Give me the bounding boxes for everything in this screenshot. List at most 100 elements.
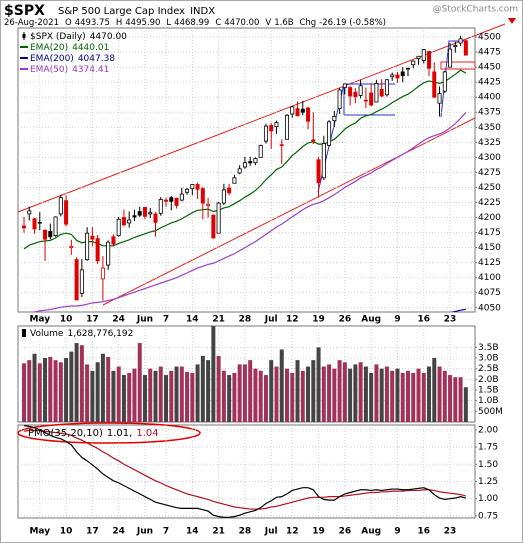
bar xyxy=(363,366,368,422)
x-tick-label: 28 xyxy=(239,527,252,537)
bar xyxy=(374,364,379,422)
red-annotation xyxy=(440,61,476,70)
bar xyxy=(258,370,263,422)
candle-body xyxy=(306,107,311,122)
candle-body xyxy=(458,38,463,44)
quote-value: 4495.90 xyxy=(125,18,160,28)
y-tick-label: 3.5B xyxy=(478,343,499,353)
bar xyxy=(321,366,326,422)
legend-value: 4470.00 xyxy=(90,32,127,42)
legend-entry: EMA(20) 4440.01 xyxy=(30,43,109,53)
y-tick-label: 4475 xyxy=(478,48,501,58)
candle-body xyxy=(421,49,426,61)
candle-body xyxy=(79,269,84,294)
candle-body xyxy=(237,168,242,174)
bar xyxy=(311,360,316,422)
y-tick-label: 4150 xyxy=(478,243,501,253)
quote-line: 26-Aug-2021 O 4493.75 H 4495.90 L 4468.99 C 4470… xyxy=(4,18,386,28)
quote-label: V xyxy=(265,18,271,28)
candle-body xyxy=(43,229,48,240)
bar xyxy=(69,351,74,422)
y-tick-label: 4200 xyxy=(478,213,501,223)
bar xyxy=(295,360,300,422)
x-tick-label: 24 xyxy=(112,315,125,325)
candle-body xyxy=(395,74,400,79)
candle-body xyxy=(137,211,142,216)
candle-body xyxy=(27,210,32,215)
y-tick-label: 4350 xyxy=(478,123,501,133)
bar xyxy=(432,358,437,422)
x-tick-label: 10 xyxy=(60,527,73,537)
y-tick-label: 4450 xyxy=(478,63,501,73)
y-tick-label: 4325 xyxy=(478,138,501,148)
x-tick-label: 7 xyxy=(163,315,169,325)
legend-value: 1.04 xyxy=(136,428,158,439)
candle-body xyxy=(211,214,216,239)
bar xyxy=(232,372,237,422)
x-tick-label: 14 xyxy=(186,527,199,537)
candle-body xyxy=(95,238,100,262)
bar xyxy=(64,358,69,422)
bar xyxy=(206,360,211,422)
bar xyxy=(390,370,395,422)
legend-name: Volume xyxy=(30,329,64,339)
legend-value: 4374.41 xyxy=(72,65,109,75)
bar xyxy=(43,358,48,422)
pmo-highlight xyxy=(17,422,201,444)
candle-body xyxy=(448,48,453,68)
candle-body xyxy=(348,87,353,97)
bar xyxy=(332,368,337,422)
bar xyxy=(190,372,195,422)
x-tick-label: Jul xyxy=(264,315,278,325)
y-tick-label: 1.0B xyxy=(478,396,499,406)
candle-body xyxy=(69,246,74,249)
bar xyxy=(74,343,79,422)
bar xyxy=(200,355,205,422)
candle-body xyxy=(132,215,137,218)
x-tick-label: 19 xyxy=(312,527,325,537)
x-tick-label: 7 xyxy=(163,527,169,537)
candle-body xyxy=(379,88,384,97)
candle-body xyxy=(242,162,247,168)
candle-body xyxy=(316,159,321,184)
legend-value: 4440.01 xyxy=(72,43,109,53)
candle-body xyxy=(337,89,342,110)
x-tick-label: 21 xyxy=(212,527,225,537)
y-tick-label: 3.0B xyxy=(478,354,499,364)
legend-name: PMO(35,20,10) xyxy=(28,428,103,439)
bar xyxy=(405,370,410,422)
y-tick-label: 1.00 xyxy=(478,494,498,504)
candle-body xyxy=(195,184,200,190)
bar xyxy=(153,370,158,422)
x-tick-label: 16 xyxy=(417,527,430,537)
candle-body xyxy=(258,144,263,158)
bar xyxy=(169,370,174,422)
y-tick-label: 4300 xyxy=(478,153,501,163)
candle-body xyxy=(295,108,300,117)
bar xyxy=(164,375,169,422)
pmo-panel xyxy=(17,424,476,519)
bar xyxy=(121,375,126,422)
candle-body xyxy=(253,158,258,164)
candle-body xyxy=(274,122,279,128)
x-tick-label: 26 xyxy=(339,315,352,325)
candle-body xyxy=(148,212,153,215)
candle-body xyxy=(405,67,410,70)
y-tick-label: 2.5B xyxy=(478,364,499,374)
bar xyxy=(327,364,332,422)
candle-body xyxy=(142,206,147,217)
bar xyxy=(285,368,289,422)
candle-body xyxy=(353,91,358,97)
bar xyxy=(137,343,142,422)
y-tick-label: 500M xyxy=(478,407,503,417)
legend-name: $SPX (Daily) xyxy=(30,32,86,42)
candle-body xyxy=(363,99,368,102)
bar xyxy=(448,375,453,422)
x-tick-label: 16 xyxy=(417,315,430,325)
quote-value: 1.6B xyxy=(274,18,294,28)
line xyxy=(29,112,467,312)
candle-body xyxy=(311,139,316,142)
quote-value: 4493.75 xyxy=(75,18,110,28)
bar xyxy=(421,372,426,422)
